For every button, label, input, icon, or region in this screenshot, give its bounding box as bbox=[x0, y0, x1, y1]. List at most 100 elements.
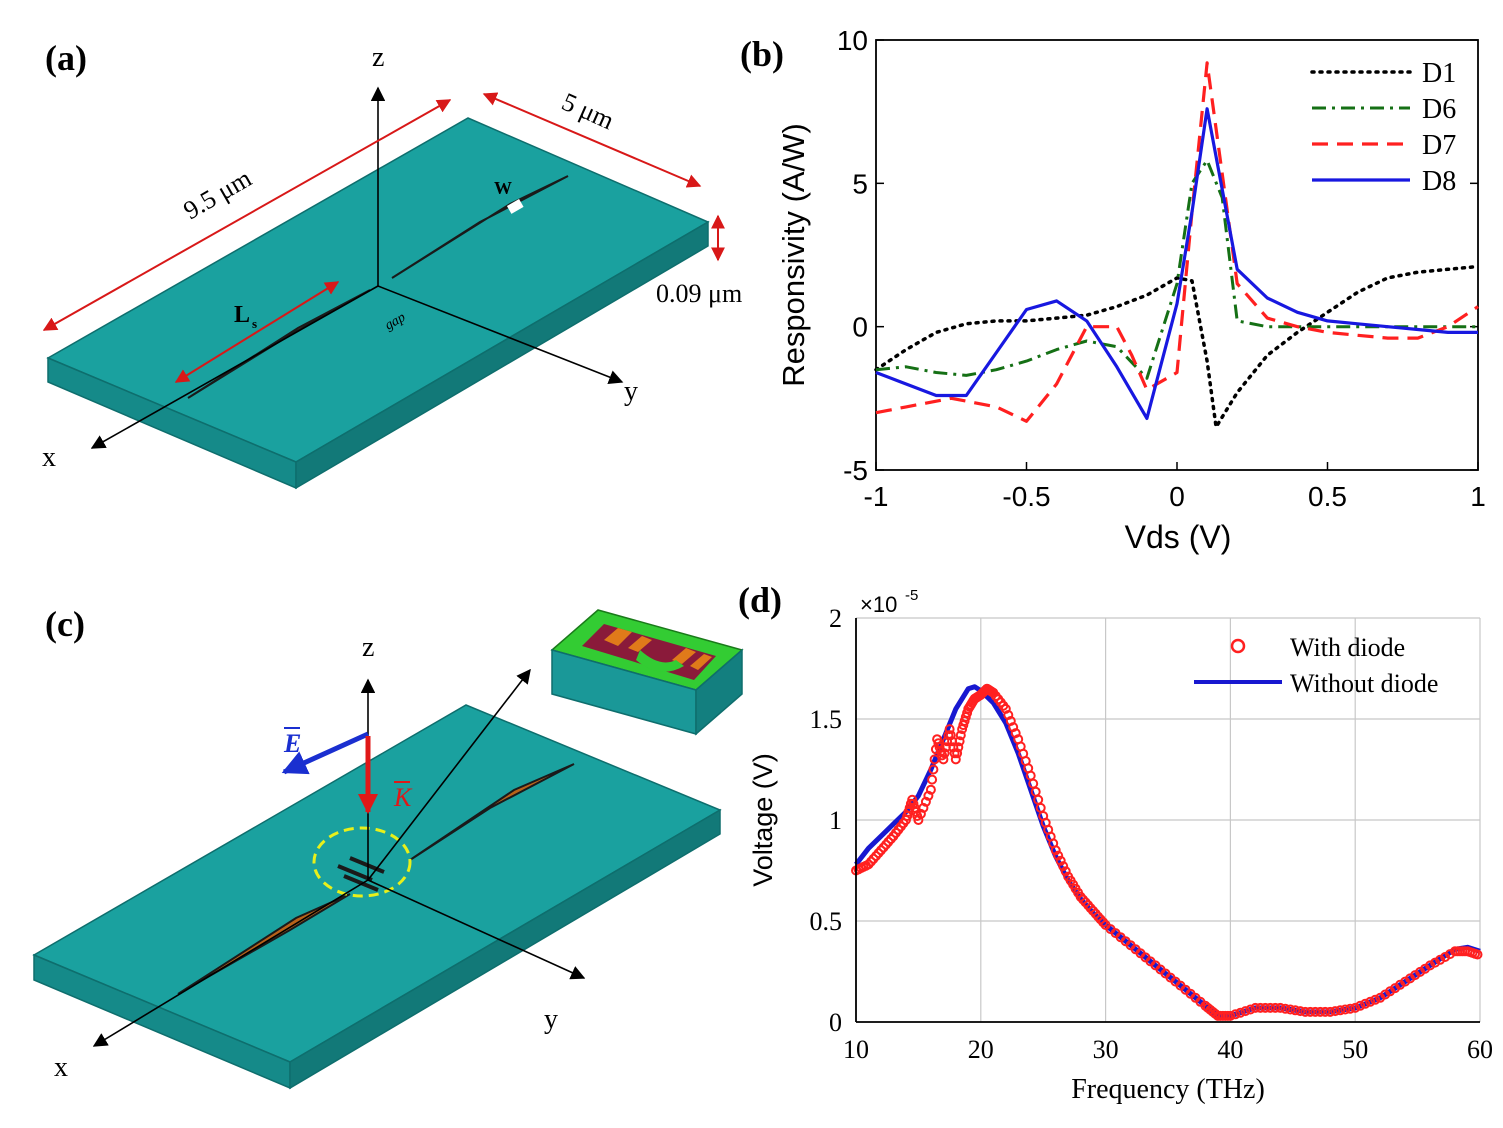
chart-d-marker bbox=[1440, 952, 1451, 962]
chart-d-marker bbox=[1245, 1004, 1256, 1015]
chart-d-marker bbox=[1365, 996, 1376, 1007]
chart-d-marker bbox=[1055, 855, 1066, 866]
chart-b-ticks: -1 -0.5 0 0.5 1 -5 0 5 10 bbox=[837, 25, 1486, 512]
chart-d-marker bbox=[1058, 861, 1069, 872]
chart-d-ytick-label: 0.5 bbox=[810, 907, 843, 936]
chart-b-ytick-label: 0 bbox=[852, 312, 868, 343]
chart-d-ytick-label: 2 bbox=[829, 604, 842, 633]
chart-d-xtick-label: 40 bbox=[1217, 1035, 1243, 1064]
panel-b-label: (b) bbox=[740, 34, 784, 74]
chart-d-marker bbox=[1250, 1002, 1261, 1013]
chart-d-marker bbox=[1350, 1002, 1361, 1013]
chart-d-marker bbox=[1060, 866, 1071, 877]
chart-d-marker bbox=[927, 774, 938, 785]
dim-thickness-label: 0.09 μm bbox=[656, 279, 742, 308]
chart-b-xtick-label: 0 bbox=[1169, 481, 1185, 512]
chart-d-marker bbox=[953, 742, 964, 753]
chart-b-legend: D1 D6 D7 D8 bbox=[1310, 58, 1456, 197]
chart-d-series bbox=[851, 683, 1483, 1021]
chart-d-marker bbox=[1275, 1002, 1286, 1013]
panel-a-y-label: y bbox=[624, 376, 638, 407]
panel-c-substrate bbox=[32, 704, 722, 1090]
panel-c-label: (c) bbox=[45, 604, 85, 644]
panel-a-label: (a) bbox=[45, 38, 87, 78]
chart-d-marker bbox=[944, 724, 955, 735]
chart-b-series bbox=[874, 61, 1480, 429]
chart-d-xtick-label: 20 bbox=[968, 1035, 994, 1064]
chart-d-xtick-label: 10 bbox=[843, 1035, 869, 1064]
chart-d-marker bbox=[1265, 1002, 1276, 1013]
chart-d-marker bbox=[1310, 1006, 1321, 1017]
chart-d-marker bbox=[1285, 1004, 1296, 1015]
chart-d-series-with-diode bbox=[851, 683, 1483, 1021]
chart-b-ytick-label: 5 bbox=[852, 168, 868, 199]
chart-d-marker bbox=[1472, 949, 1483, 960]
chart-d-marker bbox=[1280, 1003, 1291, 1014]
e-field-arrow bbox=[281, 731, 370, 775]
chart-d-marker bbox=[1430, 957, 1441, 968]
chart-d-ytick-label: 1.5 bbox=[810, 705, 843, 734]
chart-b-legend-label: D7 bbox=[1422, 130, 1456, 161]
chart-d-marker bbox=[952, 748, 963, 759]
chart-d-marker bbox=[1050, 845, 1061, 856]
chart-d-marker bbox=[1240, 1006, 1251, 1017]
chart-d-marker bbox=[1335, 1005, 1346, 1016]
chart-d-ytick-label: 1 bbox=[829, 806, 842, 835]
panel-a-dimensions bbox=[42, 92, 725, 383]
chart-b-xlabel: Vds (V) bbox=[1125, 519, 1232, 555]
chart-d-marker bbox=[928, 764, 939, 775]
chart-d-exponent-prefix: ×10 bbox=[860, 592, 897, 617]
chart-d-marker bbox=[925, 784, 936, 795]
chart-b-xtick-label: -1 bbox=[864, 481, 889, 512]
panel-c-axes bbox=[92, 668, 586, 1047]
chart-d-marker bbox=[1260, 1002, 1271, 1013]
diode-icon bbox=[337, 856, 385, 892]
chart-d-marker bbox=[1325, 1006, 1336, 1017]
chart-d-xlabel: Frequency (THz) bbox=[1071, 1074, 1265, 1105]
chart-b-series-d6 bbox=[875, 158, 1478, 380]
panel-a-z-label: z bbox=[372, 42, 384, 73]
chart-d-legend-marker bbox=[1230, 638, 1246, 654]
panel-b: (b) -1 -0.5 0 0.5 1 -5 0 5 10 Vds (V) Responsivi… bbox=[740, 25, 1486, 555]
chart-d-marker bbox=[1425, 960, 1436, 971]
chart-b-ytick-label: -5 bbox=[843, 455, 868, 486]
chart-d-marker bbox=[1355, 1000, 1366, 1011]
chart-d-ticks: 10 20 30 40 50 60 0 0.5 1 1.5 2 bbox=[810, 604, 1494, 1064]
chart-d-marker bbox=[950, 754, 961, 765]
chart-b-legend-label: D6 bbox=[1422, 94, 1456, 125]
e-field-label: E bbox=[283, 729, 301, 758]
panel-c-y-label: y bbox=[544, 1004, 558, 1035]
chart-d-marker bbox=[1340, 1004, 1351, 1015]
chart-d-marker bbox=[955, 730, 966, 741]
k-vector-label: K bbox=[393, 783, 413, 812]
chart-d-marker bbox=[1235, 1007, 1246, 1018]
chart-b-ytick-label: 10 bbox=[837, 25, 868, 56]
chart-d-marker bbox=[1435, 954, 1446, 965]
chart-d-marker bbox=[1360, 998, 1371, 1009]
chart-d-marker bbox=[1370, 994, 1381, 1005]
diode-inset bbox=[550, 609, 744, 736]
chart-d-marker bbox=[1315, 1006, 1326, 1017]
chart-d-xtick-label: 30 bbox=[1093, 1035, 1119, 1064]
panel-a: (a) z x y 9.5 μm 5 μm bbox=[42, 38, 742, 490]
panel-d-label: (d) bbox=[738, 580, 782, 620]
chart-d-legend-label: Without diode bbox=[1290, 669, 1438, 698]
chart-d-xtick-label: 60 bbox=[1467, 1035, 1493, 1064]
chart-b-series-d1 bbox=[874, 264, 1480, 429]
chart-b-legend-label: D1 bbox=[1422, 58, 1456, 89]
panel-d: (d) ×10 -5 10 20 30 40 50 60 0 0.5 1 1.5 2 Frequen… bbox=[738, 580, 1493, 1105]
chart-d-marker bbox=[1255, 1002, 1266, 1013]
chart-b-frame bbox=[875, 39, 1479, 471]
panel-a-x-label: x bbox=[42, 442, 56, 473]
chart-b-xtick-label: -0.5 bbox=[1002, 481, 1050, 512]
panel-c-z-label: z bbox=[362, 632, 374, 663]
chart-d-marker bbox=[1290, 1005, 1301, 1016]
chart-d-marker bbox=[939, 748, 950, 759]
chart-b-ylabel: Responsivity (A/W) bbox=[776, 123, 811, 387]
label-w: W bbox=[494, 178, 512, 198]
diode-highlight-ring bbox=[312, 826, 412, 898]
panel-c: (c) z x y E K bbox=[32, 604, 744, 1090]
chart-b-xtick-label: 1 bbox=[1470, 481, 1486, 512]
chart-d-marker bbox=[1270, 1002, 1281, 1013]
